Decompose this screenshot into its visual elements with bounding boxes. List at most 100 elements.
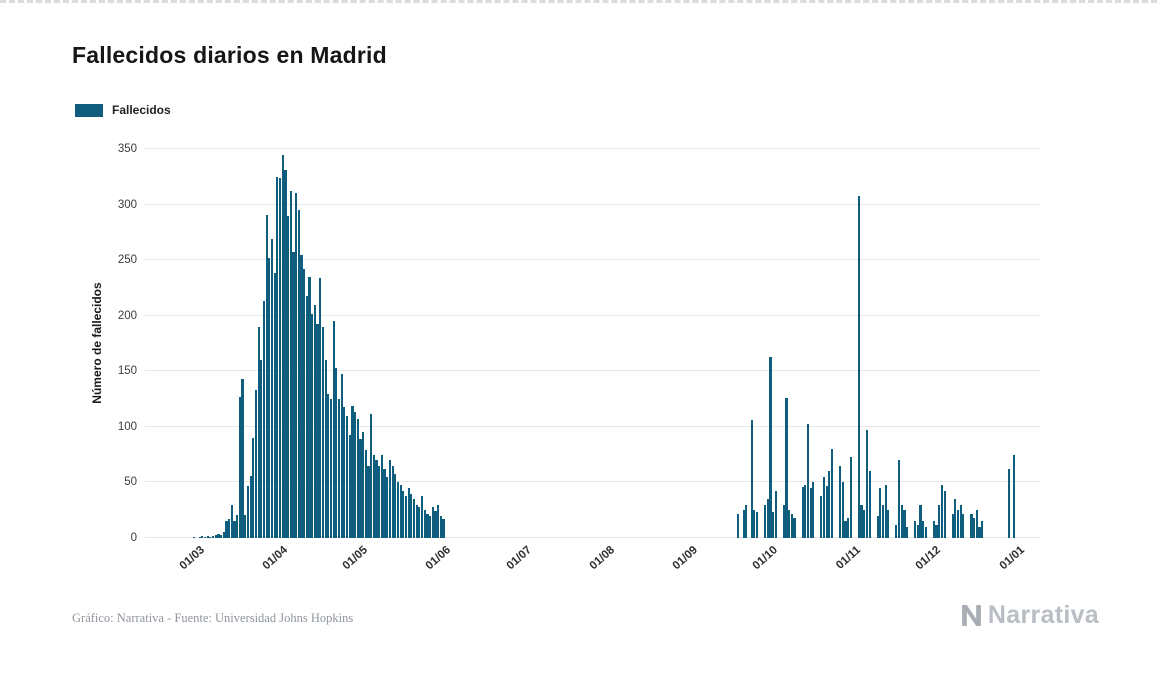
bar (206, 535, 209, 538)
bar (289, 191, 292, 538)
y-tick-label: 300 (117, 198, 137, 211)
bar (222, 532, 225, 538)
bar (841, 482, 844, 538)
bar (922, 521, 925, 538)
x-tick-label: 01/11 (834, 544, 864, 572)
bar (742, 510, 745, 538)
bar (788, 510, 791, 538)
bar (745, 504, 748, 538)
bar (793, 518, 796, 538)
bar (418, 506, 421, 538)
legend-swatch (75, 103, 103, 117)
bar (217, 533, 220, 538)
bar (900, 504, 903, 538)
bar (351, 405, 354, 538)
bar (844, 521, 847, 538)
x-tick-label: 01/09 (670, 544, 700, 573)
bar (755, 512, 759, 538)
bar (249, 475, 252, 538)
bar (273, 273, 276, 538)
bar (364, 450, 367, 538)
bar (404, 495, 408, 538)
bar (270, 239, 274, 538)
bar (903, 510, 906, 538)
bar (828, 471, 831, 538)
bar (906, 526, 909, 538)
bar (327, 393, 330, 538)
plot-area (145, 148, 1040, 538)
bar (295, 193, 298, 538)
bar (244, 514, 247, 538)
bar (394, 473, 397, 538)
x-tick-label: 01/10 (750, 544, 781, 573)
gridline (145, 425, 1040, 427)
bar (897, 460, 901, 538)
bar (849, 456, 852, 538)
bar (262, 301, 266, 538)
bar (316, 323, 319, 538)
bar (919, 504, 922, 538)
bar (284, 170, 287, 538)
y-tick-label: 250 (117, 254, 137, 267)
bar (426, 513, 429, 538)
legend-label: Fallecidos (112, 103, 171, 117)
bar (809, 488, 812, 538)
bar (287, 215, 290, 538)
bar (916, 524, 919, 538)
bar (439, 515, 442, 538)
narrativa-n-icon (959, 603, 984, 628)
bar (254, 390, 258, 538)
bar (236, 514, 239, 538)
bar (407, 488, 410, 538)
x-tick-label: 01/01 (997, 544, 1027, 573)
bar (313, 304, 316, 538)
bar (378, 465, 381, 538)
bar (362, 432, 365, 538)
bar (431, 506, 434, 538)
source-note: Gráfico: Narrativa - Fuente: Universidad… (72, 611, 354, 625)
bar (820, 495, 823, 538)
x-tick-label: 01/04 (260, 544, 290, 573)
bar (292, 252, 295, 538)
bar (750, 420, 753, 538)
bar (300, 254, 303, 538)
x-tick-label: 01/07 (504, 544, 534, 573)
bar (278, 177, 282, 538)
gridline (145, 148, 1040, 149)
bar (962, 513, 965, 538)
narrativa-wordmark: Narrativa (987, 601, 1099, 629)
bar (975, 510, 978, 538)
bar (329, 399, 333, 538)
bar (238, 396, 241, 538)
gridline (145, 481, 1040, 483)
x-tick-label: 01/08 (587, 544, 617, 573)
bar (391, 465, 394, 538)
bar (220, 534, 223, 538)
bar (396, 482, 400, 538)
bar (228, 519, 231, 538)
bar (865, 430, 868, 538)
bar (423, 510, 426, 538)
bar (951, 513, 954, 538)
bar (412, 499, 416, 538)
bar (225, 521, 228, 538)
bar (343, 406, 346, 538)
bar (954, 499, 957, 538)
bar (429, 515, 432, 538)
bar (421, 495, 424, 538)
bar (356, 419, 359, 538)
gridline (145, 259, 1040, 261)
bar (211, 535, 215, 538)
bar (332, 321, 335, 538)
bar (308, 276, 311, 538)
narrativa-logo: Narrativa (959, 601, 1099, 630)
y-tick-label: 150 (117, 365, 137, 378)
bar (822, 476, 826, 538)
bar (881, 504, 885, 538)
bar (252, 437, 255, 538)
bar (265, 214, 268, 538)
bar (437, 504, 440, 538)
bar (260, 360, 263, 538)
gridline (145, 314, 1040, 316)
bar (860, 504, 863, 538)
